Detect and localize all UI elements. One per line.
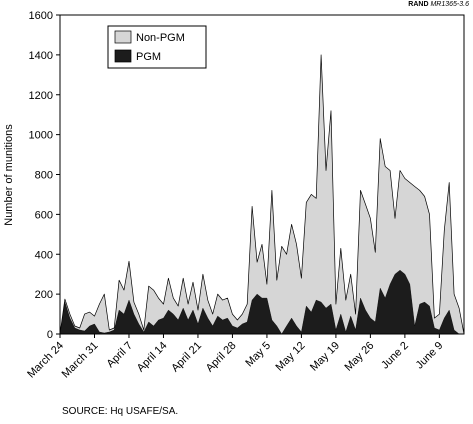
x-tick-label: June 2 (379, 340, 411, 372)
org-label: RAND (408, 1, 429, 8)
x-tick-label: May 12 (274, 340, 308, 374)
x-tick-label: May 5 (243, 340, 273, 370)
y-tick-label: 1600 (29, 10, 53, 22)
figure-number: MR1365-3.6 (430, 1, 469, 8)
y-tick-label: 1200 (29, 90, 53, 102)
x-tick-label: April 28 (204, 340, 239, 375)
legend-label-pgm: PGM (136, 51, 161, 63)
y-tick-label: 800 (35, 170, 53, 182)
x-tick-label: May 26 (343, 340, 377, 374)
y-tick-label: 400 (35, 249, 53, 261)
x-tick-label: June 9 (414, 340, 446, 372)
x-tick-label: April 21 (169, 340, 204, 375)
x-tick-label: April 7 (105, 340, 136, 371)
legend-swatch-non-pgm (114, 30, 132, 44)
legend: Non-PGM PGM (107, 25, 207, 69)
series-area-pgm (59, 270, 465, 335)
y-tick-label: 0 (47, 329, 53, 341)
x-tick-label: March 31 (60, 340, 101, 381)
x-tick-label: May 19 (308, 340, 342, 374)
y-tick-label: 1400 (29, 50, 53, 62)
y-tick-label: 200 (35, 289, 53, 301)
figure-id-label: RAND MR1365-3.6 (408, 1, 469, 8)
y-axis-label: Number of munitions (3, 124, 15, 226)
legend-label-non-pgm: Non-PGM (136, 32, 185, 44)
y-tick-label: 600 (35, 209, 53, 221)
series-area-non-pgm (59, 54, 465, 335)
x-tick-label: March 24 (25, 340, 66, 381)
x-tick-label: April 14 (135, 340, 170, 375)
legend-swatch-pgm (114, 49, 132, 63)
y-tick-label: 1000 (29, 130, 53, 142)
source-note: SOURCE: Hq USAFE/SA. (62, 406, 179, 417)
y-axis: 0 200 400 600 800 1000 1200 1400 1600 (29, 10, 60, 341)
